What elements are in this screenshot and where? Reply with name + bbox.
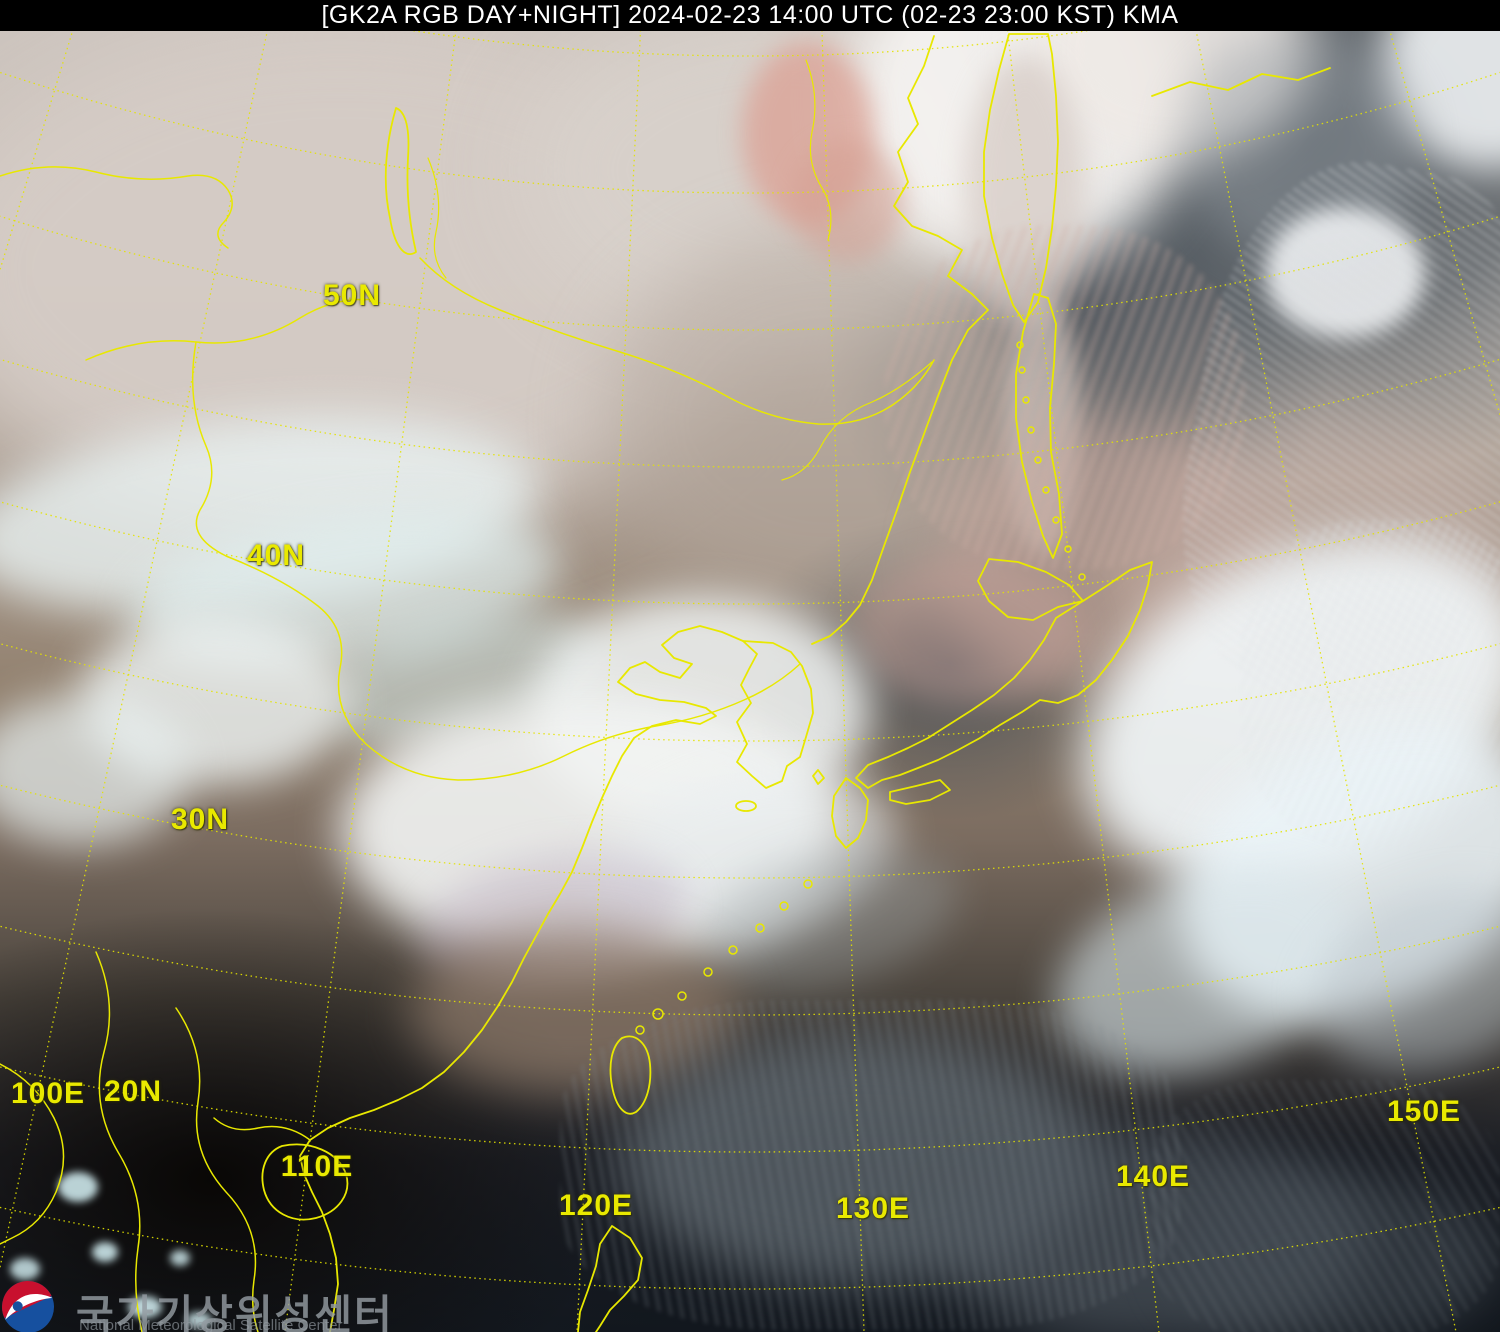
coast-chukotka [1151,67,1331,97]
coast-kamchatka [983,33,1059,323]
cloud-street-texture [560,1000,1180,1330]
coast-hokkaido [977,558,1084,621]
border-india [0,1063,65,1245]
graticule-label-150E: 150E [1386,1095,1462,1128]
coast-honshu [855,561,1153,789]
convective-cloud-dot [58,1172,98,1202]
graticule-label-100E: 100E [10,1077,86,1110]
river-angara [427,157,447,279]
coastlines [261,33,1331,1332]
cloud-street-texture [1150,1080,1500,1332]
cloud-street-texture [885,225,1245,570]
cloud-blob [792,140,904,262]
coast-kyushu [831,777,869,849]
border-laos-vietnam [175,1007,259,1332]
cloud-blob [965,55,1085,325]
border-china-vietnam [213,1117,311,1141]
border-mongolia-china [191,341,801,781]
border-topleft [0,166,233,249]
coast-china-vietnam [299,625,744,1332]
coast-sakhalin [1015,293,1063,559]
border-myanmar [95,951,143,1332]
convective-cloud-dot [92,1242,118,1262]
coast-korea [736,640,814,789]
graticule-label-30N: 30N [170,803,230,836]
taegeuk-icon [2,1281,54,1332]
convective-cloud-dot [186,1312,212,1328]
convective-cloud-dot [170,1250,190,1266]
cloud-blob [855,555,1085,705]
coast-taiwan [609,1035,652,1115]
coast-tsushima [812,769,825,785]
title-text: [GK2A RGB DAY+NIGHT] 2024-02-23 14:00 UT… [321,1,1179,29]
convective-cloud-dot [10,1258,40,1280]
graticule-label-130E: 130E [835,1192,911,1225]
border-east-of-baikal [419,257,935,425]
coast-luzon [577,1225,643,1332]
graticule-label-50N: 50N [322,279,382,312]
taegeuk-inner-dot [12,1301,23,1312]
coast-hainan [261,1143,349,1221]
river-amur [781,361,933,481]
cloud-street-texture [1240,520,1500,850]
logo-korean-text: 국가기상위성센터 [76,1292,394,1332]
title-bar: [GK2A RGB DAY+NIGHT] 2024-02-23 14:00 UT… [0,0,1500,31]
coast-jeju [735,800,757,812]
coast-okhotsk-primorye [811,35,989,645]
graticule-label-120E: 120E [558,1189,634,1222]
border-russia-mongolia [85,298,375,361]
graticule-label-20N: 20N [103,1075,163,1108]
island-chains [635,341,1086,1035]
taegeuk-white-swoosh [5,1294,53,1320]
borders [0,59,935,1332]
cloud-blob [1170,1175,1500,1332]
river-lena [805,59,832,241]
graticule-label-40N: 40N [246,539,306,572]
graticule-label-140E: 140E [1115,1160,1191,1193]
coast-shikoku [889,779,951,805]
graticule-label-110E: 110E [280,1150,354,1183]
lake-baikal [384,107,417,255]
logo-english-text: National Meteorological Satellite Center [79,1317,343,1332]
cloud-blob [1265,208,1425,338]
